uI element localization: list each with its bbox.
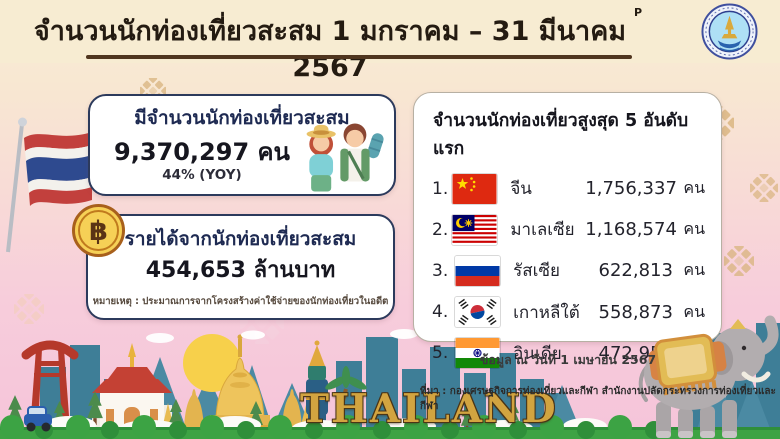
tourist-count: 1,756,337 [585,178,677,200]
revenue-card [86,214,395,320]
china-flag-icon [452,173,497,204]
country-label: อินเดีย [513,343,562,364]
table-row: 2. มาเลเซีย 1,168,574 คน [432,209,705,250]
rank-label: 3. [432,260,449,281]
india-flag-icon [455,338,500,369]
country-label: รัสเซีย [513,261,560,282]
unit-label: คน [683,219,705,239]
country-label: มาเลเซีย [510,220,575,241]
data-as-of-label: ข้อมูล ณ วันที่ 1 เมษายน 2567 [479,352,657,367]
rank-label: 1. [432,178,449,199]
diamond-motif-icon [724,246,754,276]
tourist-count: 558,873 [598,301,673,323]
rank-label: 5. [432,343,449,364]
rank-label: 4. [432,302,449,323]
source-label: ที่มา : กองเศรษฐกิจการท่องเที่ยวและกีฬา … [420,386,776,412]
title-superscript: P [634,6,643,19]
baht-coin-icon: ฿ [72,204,125,257]
baht-symbol: ฿ [89,216,108,247]
south-korea-flag-icon [455,297,500,328]
unit-label: คน [683,301,705,321]
tourist-count: 622,813 [598,260,673,282]
diamond-motif-icon [14,294,44,324]
rank-label: 2. [432,219,449,240]
table-row: 4. เกาหลีใต้ 558,873 คน [432,292,705,333]
cumulative-tourists-title: มีจำนวนนักท่องเที่ยวสะสม [134,107,350,129]
table-row: 1. จีน 1,756,337 คน [432,168,705,209]
top5-title: จำนวนนักท่องเที่ยวสูงสุด 5 อันดับแรก [433,111,689,159]
unit-label: คน [683,260,705,280]
table-row: 3. รัสเซีย 622,813 คน [432,250,705,291]
thai-flag-icon [6,117,92,253]
header-bar [0,0,780,63]
country-label: เกาหลีใต้ [513,302,580,323]
tourist-count: 1,168,574 [585,219,677,241]
revenue-title: รายได้จากนักท่องเที่ยวสะสม [124,228,357,250]
page-title: จำนวนนักท่องเที่ยวสะสม 1 มกราคม – 31 มีน… [33,16,627,83]
revenue-value: 454,653 ล้านบาท [145,258,336,283]
country-label: จีน [510,179,532,200]
elephant-illustration [638,315,779,438]
yoy-growth-label: 44% (YOY) [162,167,242,183]
diamond-motif-icon [750,174,778,202]
title-underline [86,55,632,59]
revenue-note: หมายเหตุ : ประมาณการจากโครงสร้างค่าใช้จ่… [92,296,389,307]
russia-flag-icon [455,255,500,286]
tuktuk-icon [24,406,52,432]
tourist-couple-illustration [306,123,384,192]
cumulative-tourists-value: 9,370,297 คน [114,138,290,166]
top5-countries-card: จำนวนนักท่องเที่ยวสูงสุด 5 อันดับแรก 1. … [413,92,722,369]
ministry-of-tourism-and-sports-logo-icon [701,3,758,60]
thailand-label: THAILAND [300,386,558,432]
unit-label: คน [683,178,705,198]
malaysia-flag-icon [452,214,497,245]
